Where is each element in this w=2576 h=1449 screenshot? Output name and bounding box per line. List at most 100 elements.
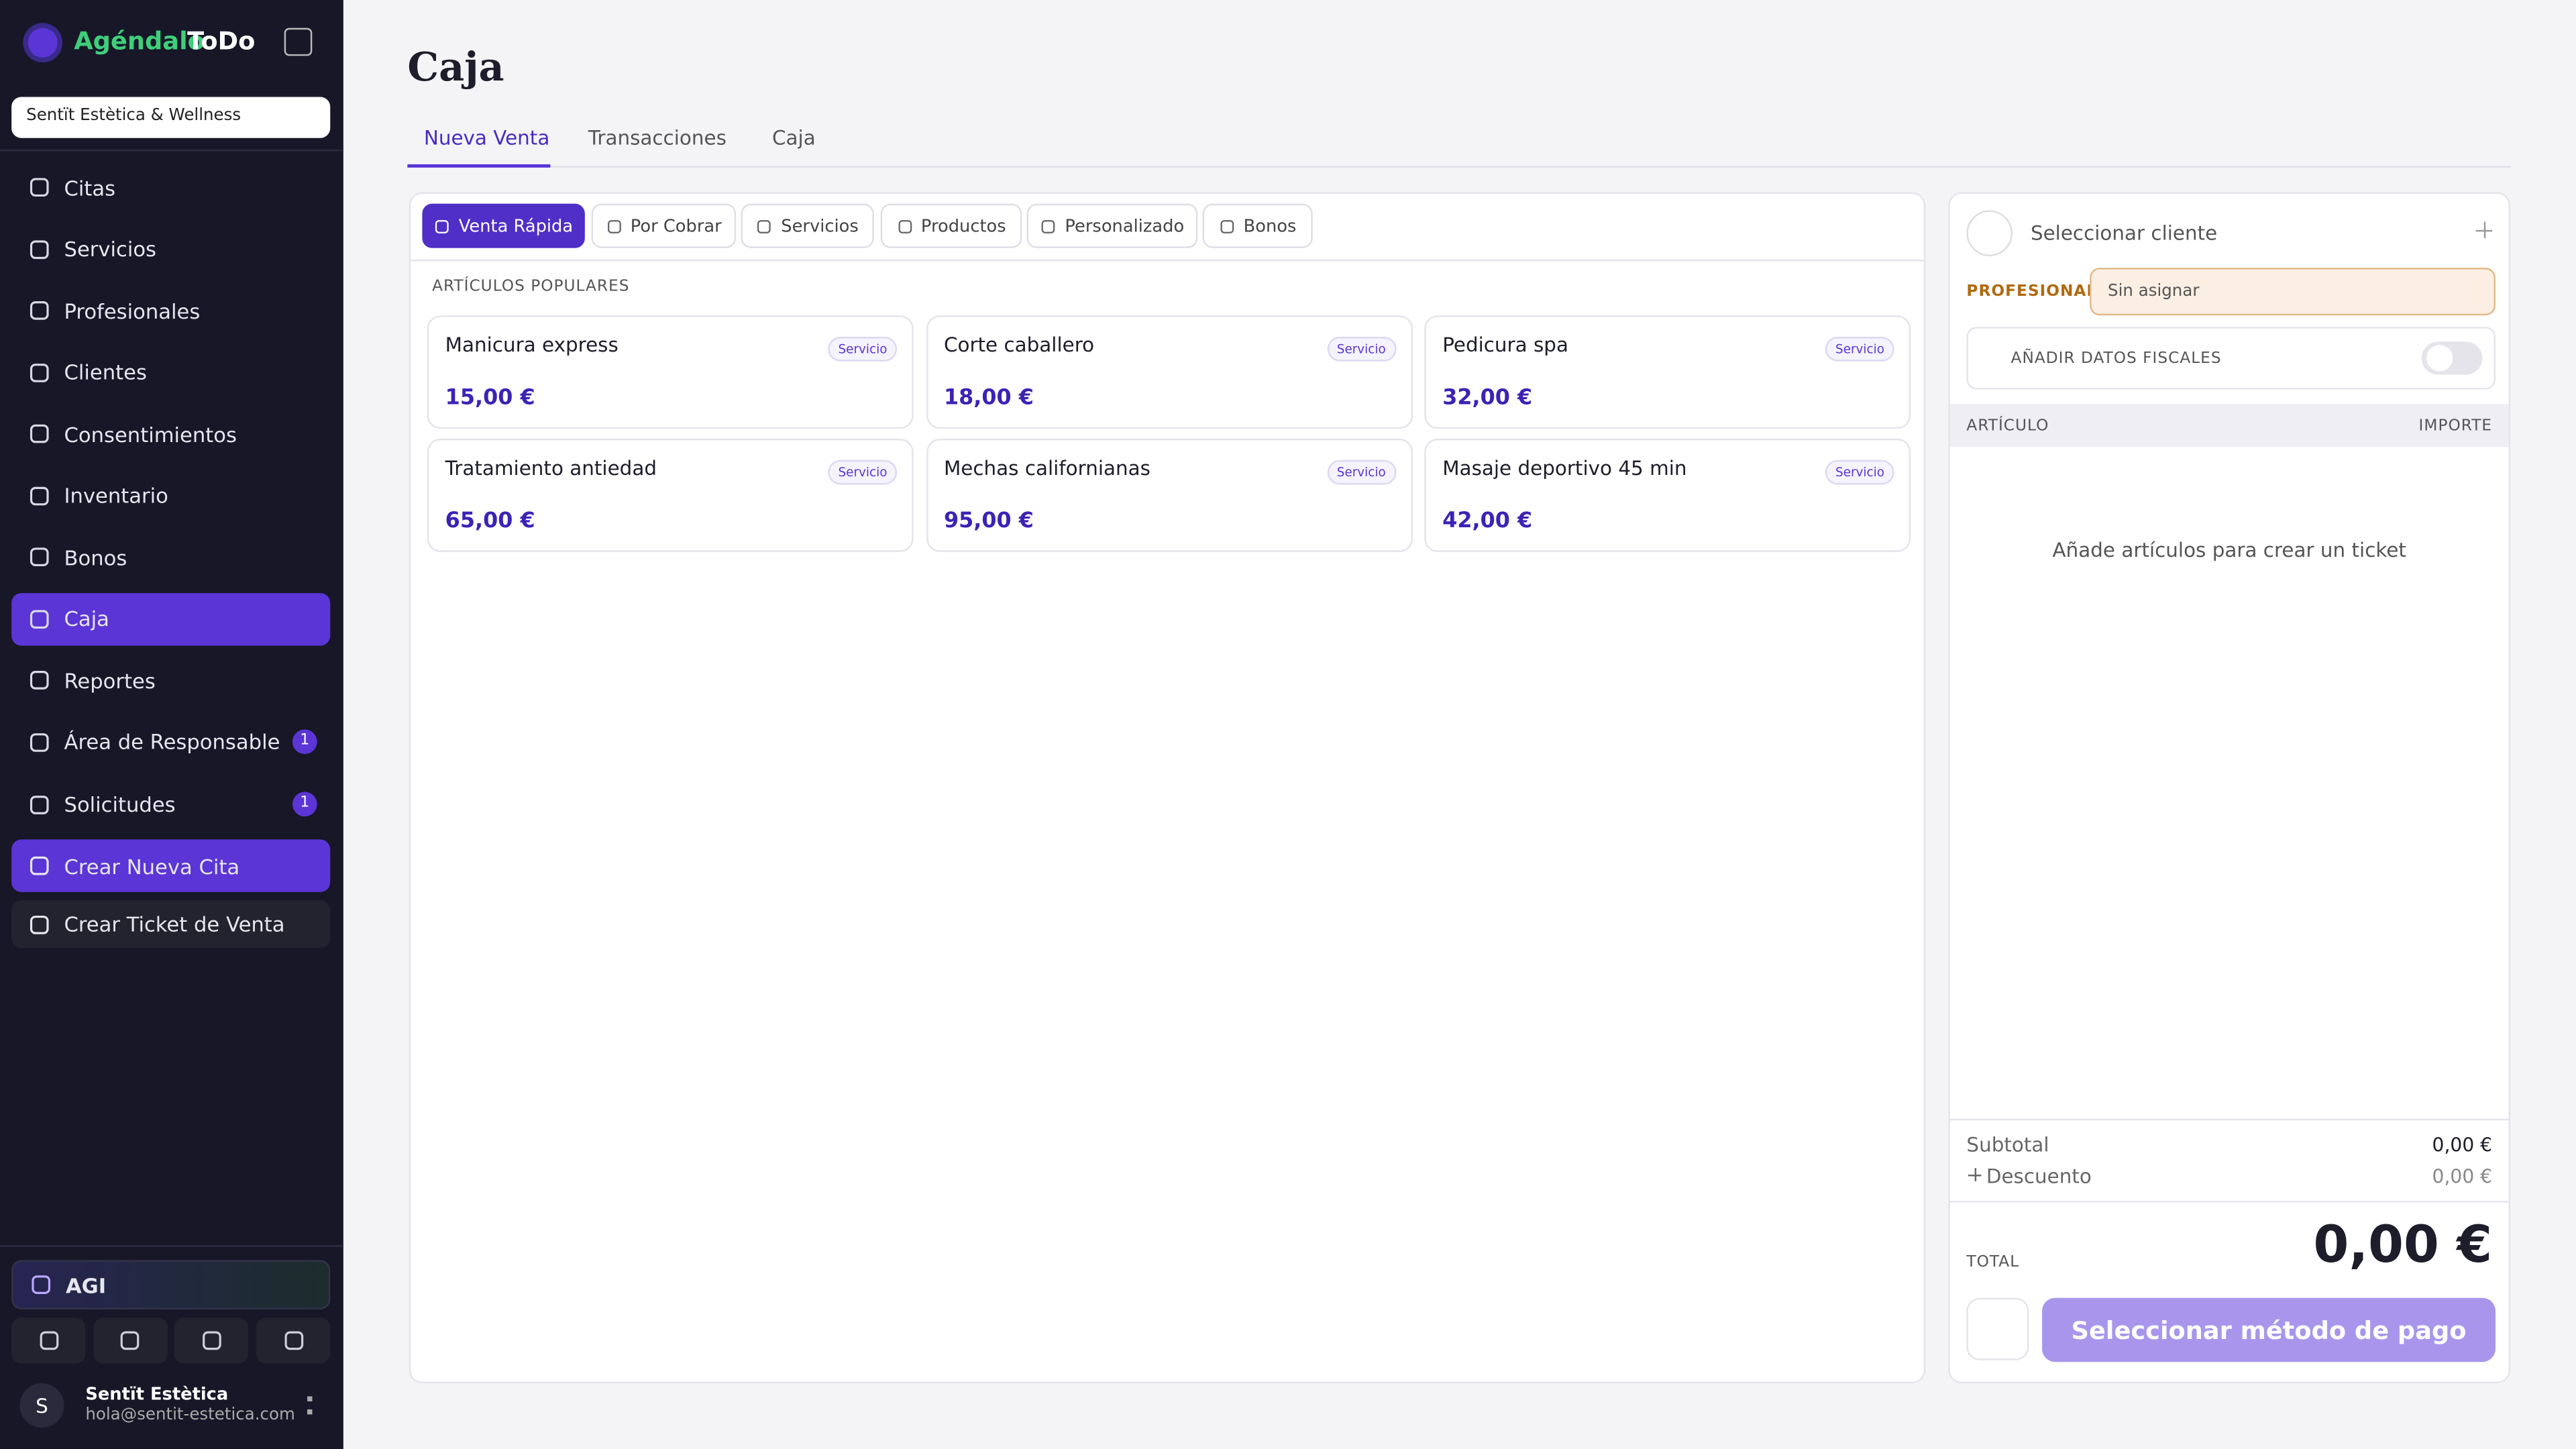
professional-label: PROFESIONAL	[1966, 282, 2098, 301]
delete-button[interactable]	[1966, 1297, 2029, 1360]
product-card[interactable]: Masaje deportivo 45 min Servicio 42,00 €	[1424, 438, 1911, 552]
professional-select[interactable]: Sin asignar	[2090, 268, 2496, 316]
discount-label[interactable]: Descuento	[1986, 1165, 2092, 1188]
divider	[0, 149, 343, 152]
avatar: S	[19, 1383, 64, 1428]
subtotal-label: Subtotal	[1966, 1133, 2049, 1157]
icon	[30, 671, 49, 690]
collapse-button[interactable]	[284, 28, 313, 56]
nav-item[interactable]: Bonos	[11, 531, 330, 584]
nav-item[interactable]: Profesionales	[11, 284, 330, 337]
nav-label: Citas	[64, 174, 116, 200]
filter-label: Bonos	[1243, 216, 1297, 236]
product-price: 65,00 €	[445, 509, 535, 534]
nav-item[interactable]: Servicios	[11, 223, 330, 275]
total-label: TOTAL	[1966, 1253, 2020, 1272]
divider	[1949, 1118, 2509, 1121]
product-card[interactable]: Mechas californianas Servicio 95,00 €	[926, 438, 1412, 552]
toolbar-button[interactable]	[11, 1318, 86, 1364]
business-select[interactable]: Sentït Estètica & Wellness	[11, 97, 331, 138]
product-tag: Servicio	[1327, 460, 1396, 485]
fiscal-row: AÑADIR DATOS FISCALES	[1966, 327, 2496, 390]
icon	[30, 856, 49, 875]
product-price: 32,00 €	[1442, 386, 1533, 411]
tab-underline	[407, 164, 551, 168]
action-button[interactable]: Crear Ticket de Venta	[11, 900, 331, 949]
toolbar-button[interactable]	[174, 1318, 249, 1364]
filter-chip[interactable]: Servicios	[741, 203, 874, 248]
col-item: ARTÍCULO	[1966, 417, 2049, 435]
icon	[39, 1331, 58, 1350]
icon	[284, 1331, 303, 1350]
icon	[1220, 219, 1234, 233]
nav-item[interactable]: Inventario	[11, 470, 330, 522]
agi-button[interactable]: AGI	[11, 1260, 331, 1309]
icon	[30, 425, 49, 443]
icon	[30, 239, 49, 258]
nav-item[interactable]: Consentimientos	[11, 408, 330, 460]
filter-label: Personalizado	[1065, 216, 1185, 236]
nav-label: Área de Responsable	[64, 730, 280, 755]
sidebar: Agéndalo ToDo Sentït Estètica & Wellness Ci…	[0, 0, 343, 1449]
filter-chip[interactable]: Por Cobrar	[591, 203, 737, 248]
product-card[interactable]: Tratamiento antiedad Servicio 65,00 €	[427, 438, 914, 552]
product-card[interactable]: Manicura express Servicio 15,00 €	[427, 315, 914, 429]
nav-label: Profesionales	[64, 298, 201, 323]
toolbar-button[interactable]	[93, 1318, 168, 1364]
client-icon	[1966, 210, 2013, 257]
tab[interactable]: Caja	[772, 126, 816, 150]
nav-item[interactable]: Clientes	[11, 346, 330, 398]
user-menu[interactable]	[307, 1396, 313, 1415]
icon	[30, 610, 49, 629]
nav-item[interactable]: Solicitudes 1	[11, 778, 330, 830]
icon	[30, 733, 49, 752]
product-card[interactable]: Corte caballero Servicio 18,00 €	[926, 315, 1412, 429]
nav-label: Caja	[64, 606, 109, 632]
icon	[121, 1331, 140, 1350]
pay-button[interactable]: Seleccionar método de pago	[2042, 1297, 2496, 1362]
nav-label: Consentimientos	[64, 421, 237, 447]
filter-label: Productos	[920, 216, 1006, 236]
nav-item[interactable]: Reportes	[11, 655, 330, 707]
professional-value: Sin asignar	[2108, 282, 2200, 301]
product-tag: Servicio	[1825, 460, 1894, 485]
nav-badge: 1	[292, 791, 317, 816]
nav-item[interactable]: Área de Responsable 1	[11, 716, 330, 769]
toolbar-button[interactable]	[256, 1318, 331, 1364]
discount-plus[interactable]	[1968, 1168, 1982, 1181]
filter-chip[interactable]: Bonos	[1202, 203, 1313, 248]
section-label: ARTÍCULOS POPULARES	[432, 277, 630, 296]
icon	[898, 219, 912, 233]
tab[interactable]: Nueva Venta	[423, 126, 550, 150]
add-client[interactable]	[2475, 221, 2493, 239]
filter-chip[interactable]: Venta Rápida	[422, 203, 585, 248]
icon	[30, 794, 49, 814]
tab-rule	[407, 166, 2511, 168]
nav-item[interactable]: Caja	[11, 592, 331, 646]
business-name: Sentït Estètica & Wellness	[26, 107, 241, 125]
product-name: Mechas californianas	[943, 456, 1150, 480]
icon	[1042, 219, 1055, 233]
product-card[interactable]: Pedicura spa Servicio 32,00 €	[1424, 315, 1911, 429]
product-name: Corte caballero	[943, 333, 1095, 357]
table-head	[1949, 404, 2509, 447]
col-amount: IMPORTE	[2418, 417, 2493, 435]
nav-label: Clientes	[64, 360, 147, 385]
tab[interactable]: Transacciones	[588, 126, 727, 150]
filter-label: Venta Rápida	[458, 216, 574, 236]
icon	[30, 178, 49, 197]
filter-chip[interactable]: Productos	[880, 203, 1022, 248]
main: Caja Nueva Venta Transacciones Caja Venta Rá…	[343, 0, 2576, 1449]
nav-label: Servicios	[64, 236, 156, 262]
product-name: Manicura express	[445, 333, 619, 357]
nav-item[interactable]: Citas	[11, 161, 330, 213]
action-button[interactable]: Crear Nueva Cita	[11, 839, 331, 892]
divider	[1949, 1201, 2509, 1203]
client-select[interactable]: Seleccionar cliente	[2030, 221, 2218, 245]
nav-label: Reportes	[64, 668, 156, 694]
filter-label: Por Cobrar	[630, 216, 722, 236]
divider	[0, 1245, 343, 1247]
filter-chip[interactable]: Personalizado	[1026, 203, 1198, 248]
